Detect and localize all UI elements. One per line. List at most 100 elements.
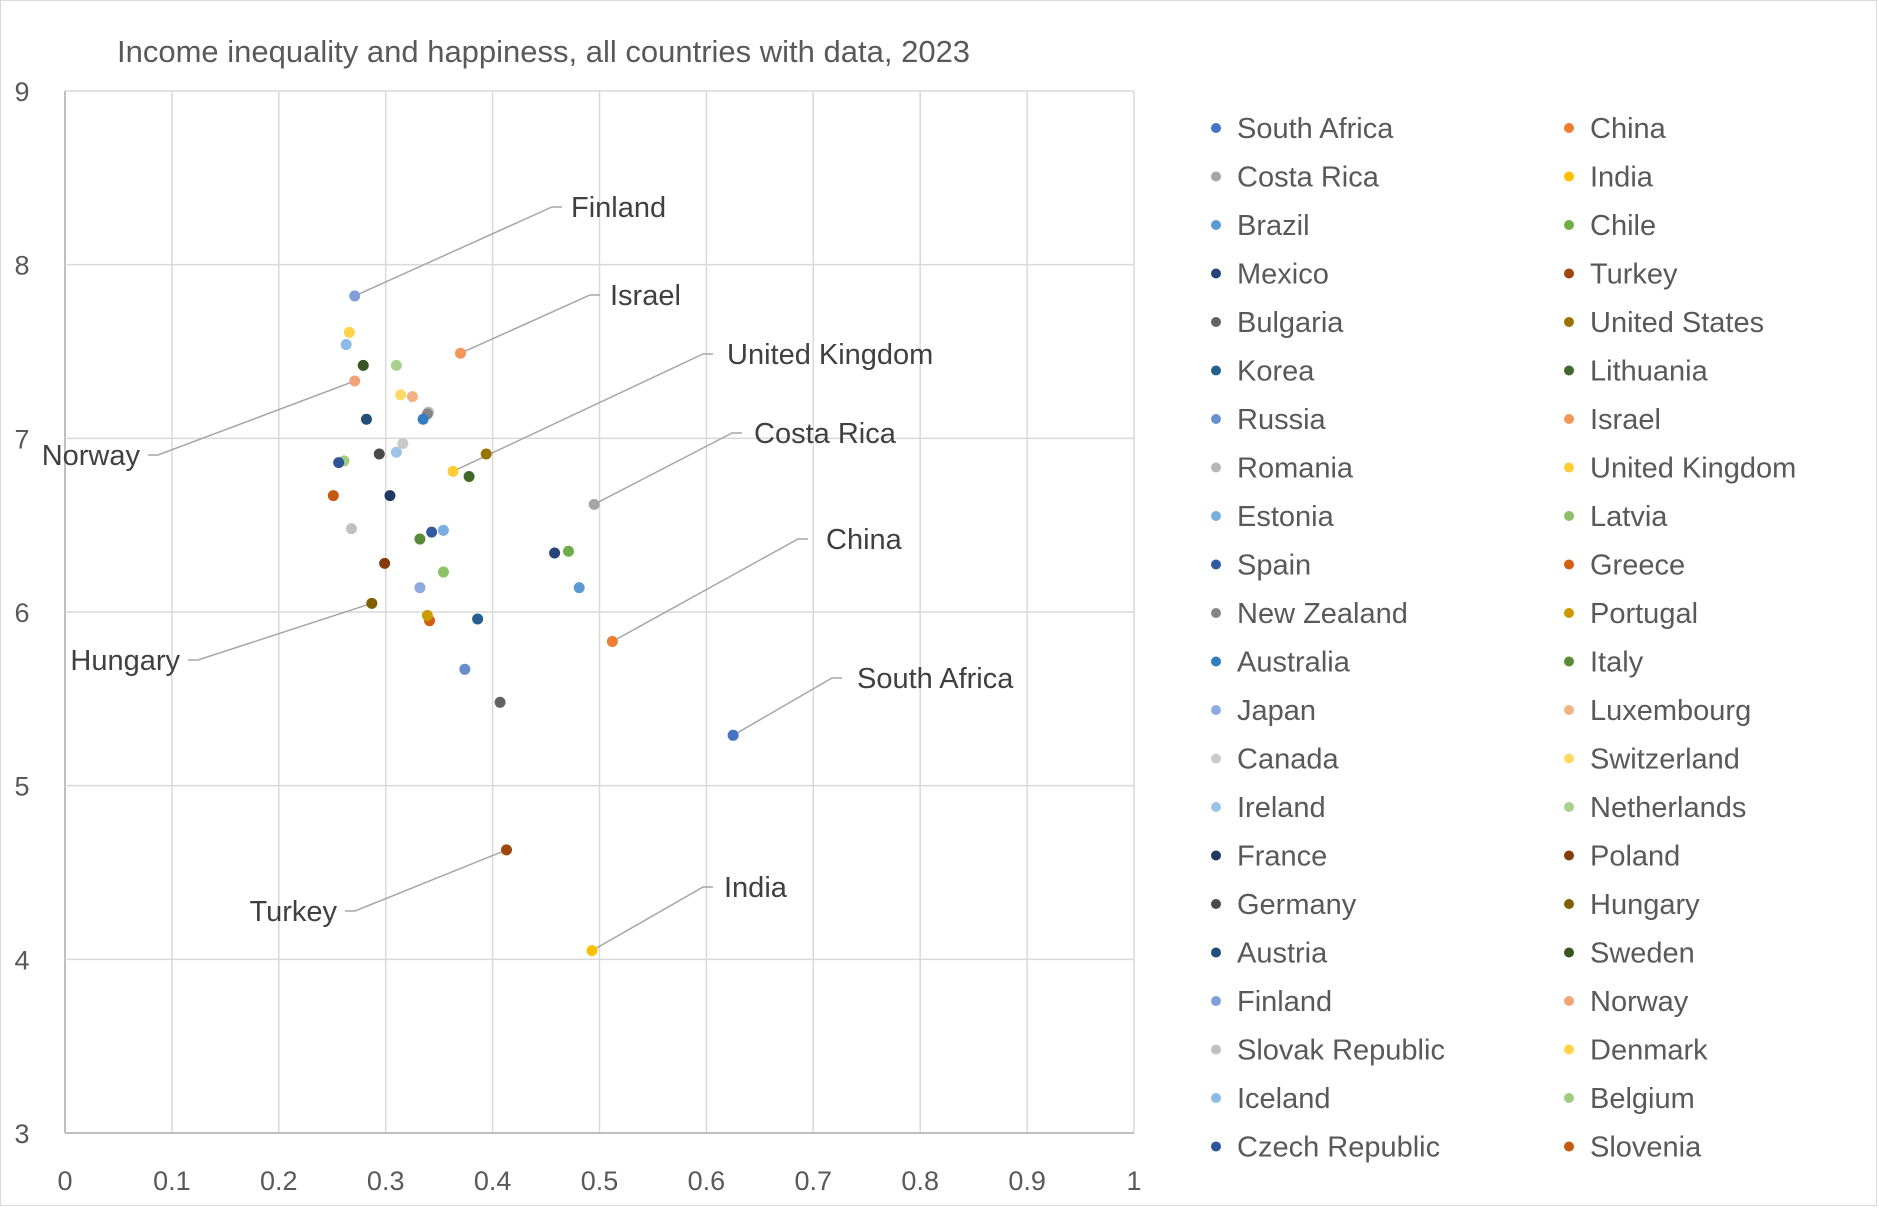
leader-line xyxy=(593,432,742,505)
data-point[interactable] xyxy=(343,326,355,338)
legend-item: Norway xyxy=(1564,986,1689,1018)
legend-marker-icon xyxy=(1211,123,1221,133)
legend-item: Bulgaria xyxy=(1211,307,1344,339)
data-point[interactable] xyxy=(455,347,467,359)
point-label: India xyxy=(724,872,788,904)
data-point[interactable] xyxy=(349,290,361,302)
legend-item: Israel xyxy=(1564,404,1661,436)
legend-marker-icon xyxy=(1211,705,1221,715)
legend-marker-icon xyxy=(1211,414,1221,424)
data-point[interactable] xyxy=(340,339,352,351)
data-point[interactable] xyxy=(414,582,426,594)
data-point[interactable] xyxy=(395,389,407,401)
legend-marker-icon xyxy=(1564,996,1574,1006)
x-tick-label: 0.8 xyxy=(901,1166,939,1196)
legend-item: Slovenia xyxy=(1564,1132,1702,1164)
legend-label: Italy xyxy=(1590,647,1644,679)
data-point[interactable] xyxy=(357,359,369,371)
legend-label: Australia xyxy=(1237,647,1351,679)
data-point[interactable] xyxy=(480,448,492,460)
data-point[interactable] xyxy=(345,523,357,535)
point-label: United Kingdom xyxy=(727,339,933,371)
data-point[interactable] xyxy=(549,547,561,559)
data-point[interactable] xyxy=(390,446,402,458)
data-point[interactable] xyxy=(421,609,433,621)
data-point[interactable] xyxy=(426,526,438,538)
legend-item: United Kingdom xyxy=(1564,453,1796,485)
data-point[interactable] xyxy=(727,729,739,741)
legend-item: Czech Republic xyxy=(1211,1132,1440,1164)
data-point[interactable] xyxy=(417,413,429,425)
x-tick-label: 0.5 xyxy=(581,1166,619,1196)
legend-item: Brazil xyxy=(1211,210,1310,242)
legend-label: Turkey xyxy=(1590,259,1678,291)
data-point[interactable] xyxy=(349,375,361,387)
point-label: China xyxy=(826,524,903,556)
legend-label: Costa Rica xyxy=(1237,162,1380,194)
legend-marker-icon xyxy=(1564,511,1574,521)
legend-marker-icon xyxy=(1211,559,1221,570)
data-point[interactable] xyxy=(588,498,600,510)
data-point[interactable] xyxy=(360,413,372,425)
data-point[interactable] xyxy=(333,457,345,469)
leader-line xyxy=(188,602,373,661)
legend-marker-icon xyxy=(1211,1093,1221,1103)
data-point[interactable] xyxy=(384,490,396,502)
x-tick-label: 0.1 xyxy=(153,1166,191,1196)
legend-item: Austria xyxy=(1211,938,1328,970)
data-point[interactable] xyxy=(437,566,449,578)
y-tick-label: 4 xyxy=(14,945,29,975)
legend-item: Chile xyxy=(1564,210,1656,242)
legend-label: Japan xyxy=(1237,695,1316,727)
legend-label: Korea xyxy=(1237,356,1315,388)
legend-marker-icon xyxy=(1564,365,1574,376)
data-point[interactable] xyxy=(379,557,391,569)
legend-label: Poland xyxy=(1590,841,1680,873)
data-point[interactable] xyxy=(447,465,459,477)
data-point[interactable] xyxy=(606,636,618,648)
legend-item: Italy xyxy=(1564,647,1644,679)
data-point[interactable] xyxy=(373,448,385,460)
leader-line xyxy=(354,206,562,297)
legend-label: Russia xyxy=(1237,404,1327,436)
legend-label: Canada xyxy=(1237,744,1339,776)
data-point[interactable] xyxy=(406,391,418,403)
data-point[interactable] xyxy=(463,471,475,483)
legend-item: Switzerland xyxy=(1564,744,1740,776)
data-point[interactable] xyxy=(397,438,409,450)
data-point[interactable] xyxy=(586,945,598,957)
data-point[interactable] xyxy=(327,490,339,502)
leader-line xyxy=(345,849,507,912)
legend-label: Greece xyxy=(1590,550,1685,582)
y-tick-label: 5 xyxy=(14,772,29,802)
data-point[interactable] xyxy=(414,533,426,545)
data-point[interactable] xyxy=(390,359,402,371)
annotation-leaders xyxy=(148,206,842,952)
legend-label: Czech Republic xyxy=(1237,1132,1440,1164)
legend-label: Slovak Republic xyxy=(1237,1035,1445,1067)
data-point[interactable] xyxy=(573,582,585,594)
data-point[interactable] xyxy=(494,696,506,708)
legend-marker-icon xyxy=(1564,1141,1574,1152)
data-point[interactable] xyxy=(459,663,471,675)
legend-label: Germany xyxy=(1237,889,1357,921)
data-point[interactable] xyxy=(500,844,512,856)
legend-item: Estonia xyxy=(1211,501,1335,533)
legend-item: Hungary xyxy=(1564,889,1700,921)
chart-title: Income inequality and happiness, all cou… xyxy=(117,34,970,69)
annotation-labels: South Africa China Costa Rica India Turkey Is… xyxy=(42,192,1015,928)
legend-item: Ireland xyxy=(1211,792,1326,824)
legend-marker-icon xyxy=(1564,414,1574,424)
legend-marker-icon xyxy=(1564,753,1574,764)
legend-item: Spain xyxy=(1211,550,1311,582)
x-axis-ticks: 0 0.1 0.2 0.3 0.4 0.5 0.6 0.7 0.8 0.9 1 xyxy=(57,1166,1141,1196)
data-point[interactable] xyxy=(366,597,378,609)
data-point[interactable] xyxy=(472,613,484,625)
x-tick-label: 0.7 xyxy=(795,1166,833,1196)
data-point[interactable] xyxy=(562,545,574,557)
data-point[interactable] xyxy=(437,524,449,536)
point-label: Israel xyxy=(610,280,681,312)
legend-item: Latvia xyxy=(1564,501,1668,533)
legend-label: Hungary xyxy=(1590,889,1700,921)
